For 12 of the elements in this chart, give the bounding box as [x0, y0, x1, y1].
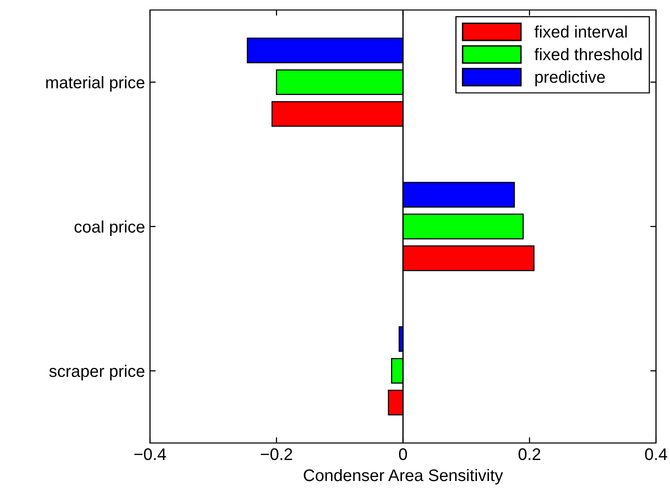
- legend-label: fixed interval: [534, 25, 627, 38]
- y-tick-label: material price: [46, 76, 144, 92]
- x-tick-label: −0.2: [260, 448, 292, 460]
- x-tick-label: 0.4: [645, 448, 668, 460]
- x-tick-label: −0.4: [134, 448, 166, 460]
- legend-label: predictive: [535, 70, 605, 86]
- x-tick-label: 0: [399, 448, 407, 460]
- legend-label: fixed threshold: [534, 48, 642, 60]
- y-tick-label: coal price: [74, 220, 144, 236]
- y-tick-label: scraper price: [49, 364, 144, 380]
- x-axis-title: Condenser Area Sensitivity: [304, 468, 504, 484]
- x-tick-label: 0.2: [518, 448, 540, 460]
